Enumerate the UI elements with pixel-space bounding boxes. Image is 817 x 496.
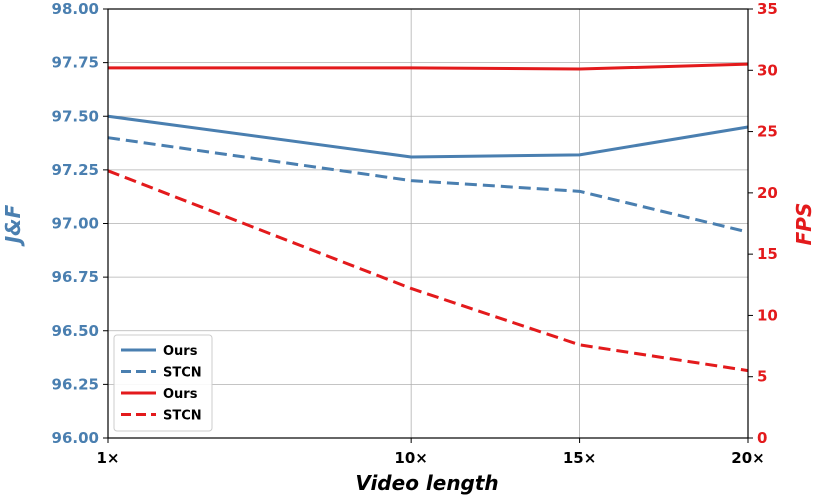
series-line-stcn-left-dashed [107, 136, 749, 234]
left-tick-label: 96.00 [52, 429, 99, 447]
right-tick-label: 35 [757, 0, 778, 18]
left-axis-label: J&F [1, 204, 25, 247]
left-tick-label: 97.25 [52, 161, 99, 179]
series-line-ours-left-solid [107, 114, 749, 159]
right-tick-label: 30 [757, 61, 778, 79]
x-tick-label: 1× [96, 449, 119, 467]
right-tick-label: 20 [757, 184, 778, 202]
left-tick-label: 96.50 [52, 322, 99, 340]
legend-box [113, 334, 213, 432]
left-tick-label: 97.75 [52, 54, 99, 72]
left-tick-label: 97.00 [52, 215, 99, 233]
series-line-stcn-right-dashed [107, 169, 749, 373]
x-tick-label: 20× [731, 449, 764, 467]
legend-label: STCN [163, 366, 202, 381]
x-axis-label: Video length [355, 471, 498, 495]
x-tick-label: 15× [563, 449, 596, 467]
right-axis-label: FPS [792, 203, 816, 246]
right-tick-label: 10 [757, 306, 778, 324]
x-axis-ticks: 1× 10× 15× 20× [96, 438, 765, 467]
series-lines [107, 62, 749, 373]
left-tick-label: 96.75 [52, 268, 99, 286]
legend-label: Ours [163, 344, 198, 359]
right-axis-ticks: 0 5 10 15 20 25 30 35 [748, 0, 778, 447]
right-tick-label: 0 [757, 429, 767, 447]
legend-label: STCN [163, 409, 202, 424]
right-tick-label: 5 [757, 368, 767, 386]
series-line-ours-right-solid [108, 62, 749, 71]
x-tick-label: 10× [394, 449, 427, 467]
right-tick-label: 15 [757, 245, 778, 263]
legend: Ours STCN Ours STCN [113, 334, 213, 432]
left-tick-label: 96.25 [52, 375, 99, 393]
right-tick-label: 25 [757, 123, 778, 141]
left-axis-ticks: 96.00 96.25 96.50 96.75 97.00 97.25 97.50 97.75… [52, 0, 108, 447]
left-tick-label: 98.00 [52, 0, 99, 18]
legend-label: Ours [163, 387, 198, 402]
left-tick-label: 97.50 [52, 107, 99, 125]
